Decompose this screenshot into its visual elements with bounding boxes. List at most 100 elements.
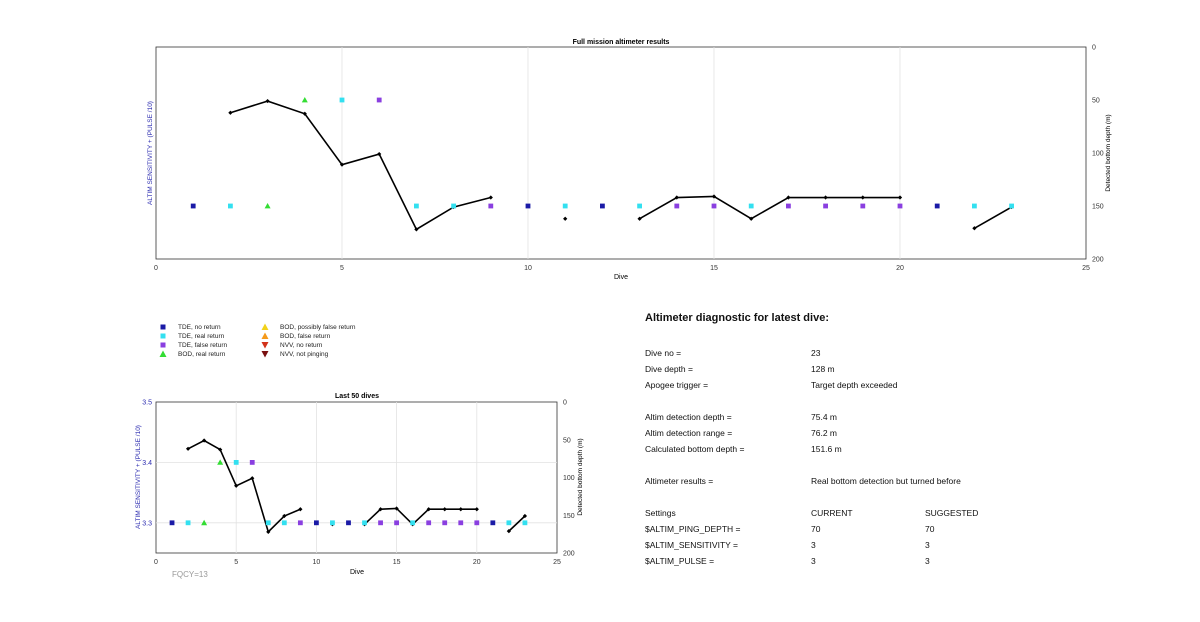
legend-label: TDE, no return [178, 323, 221, 331]
marker-tde-false-return [897, 203, 903, 209]
legend: TDE, no return TDE, real return TDE, false… [158, 322, 418, 362]
right-y-tick-label: 50 [1092, 98, 1100, 105]
x-axis-label: Dive [350, 569, 364, 576]
marker-tde-no-return [169, 520, 175, 526]
depth-point [897, 195, 903, 200]
depth-point [234, 483, 239, 488]
marker-tde-real-return [281, 520, 287, 526]
marker-tde-real-return [1009, 203, 1014, 209]
marker-bod-real-return [301, 97, 308, 103]
legend-item: NVV, no return [260, 340, 322, 350]
depth-point [860, 195, 865, 200]
marker-tde-false-return [249, 460, 255, 465]
depth-line [974, 206, 1012, 229]
depth-point [506, 528, 512, 534]
diag-value: 76.2 m [811, 428, 837, 438]
right-y-tick-label: 0 [1092, 45, 1096, 52]
setting-current: 3 [811, 540, 816, 550]
legend-label: NVV, not pinging [280, 350, 329, 358]
marker-tde-real-return [522, 520, 528, 526]
marker-tde-real-return [265, 520, 271, 526]
depth-point [637, 216, 642, 221]
marker-bod-real-return [201, 519, 208, 526]
depth-point [474, 507, 479, 512]
marker-tde-real-return [410, 520, 416, 526]
left-y-tick-labels: 3.3 3.4 3.5 [142, 400, 152, 528]
marker-tde-real-return [748, 203, 754, 209]
setting-suggested: 3 [925, 540, 930, 550]
full-mission-chart: 0 5 10 15 20 25 0 50 100 150 200 Full mission alt… [147, 39, 1112, 281]
legend-symbol-icon [158, 322, 168, 332]
marker-tde-no-return [934, 203, 940, 209]
x-tick-label: 5 [234, 559, 238, 566]
left-y-tick-label: 3.4 [142, 460, 152, 467]
marker-tde-real-return [362, 520, 367, 526]
depth-point [674, 195, 679, 200]
depth-point [414, 227, 419, 232]
marker-tde-real-return [562, 203, 568, 209]
x-tick-label: 15 [393, 559, 401, 566]
depth-point [394, 506, 399, 511]
x-tick-labels: 0 5 10 15 20 25 [154, 265, 1090, 272]
marker-tde-real-return [233, 460, 239, 465]
depth-point [972, 226, 977, 231]
altimeter-markers [169, 459, 528, 526]
legend-item: TDE, no return [158, 322, 221, 332]
last-50-dives-chart: 0 5 10 15 20 25 3.3 3.4 3.5 0 50 100 150 200 Last 5… [135, 393, 584, 579]
right-y-tick-label: 150 [563, 513, 575, 520]
right-y-tick-label: 150 [1092, 204, 1104, 211]
depth-point [228, 110, 233, 115]
depth-line [230, 100, 491, 231]
plot-frame [155, 46, 1087, 260]
depth-point [786, 195, 791, 200]
marker-tde-false-return [442, 520, 448, 526]
depth-line [508, 515, 526, 532]
x-tick-label: 0 [154, 559, 158, 566]
legend-label: TDE, real return [178, 332, 225, 340]
legend-symbol-icon [260, 340, 270, 350]
depth-point [185, 446, 191, 451]
setting-current: 70 [811, 524, 821, 534]
depth-point [458, 507, 463, 512]
diag-label: Altimeter results = [645, 476, 714, 486]
chart-title: Last 50 dives [335, 393, 379, 400]
settings-label: Settings [645, 508, 676, 518]
legend-label: BOD, false return [280, 332, 331, 340]
x-tick-label: 20 [896, 265, 904, 272]
diag-label: Dive depth = [645, 364, 693, 374]
diagnostic-title: Altimeter diagnostic for latest dive: [645, 312, 829, 324]
marker-tde-no-return [346, 520, 351, 526]
marker-tde-false-return [674, 203, 680, 209]
diag-value: Real bottom detection but turned before [811, 476, 961, 486]
marker-tde-false-return [376, 97, 382, 103]
diag-label: Apogee trigger = [645, 380, 709, 390]
legend-label: TDE, false return [178, 341, 228, 349]
marker-bod-real-return [264, 203, 271, 209]
marker-tde-no-return [600, 203, 605, 209]
marker-tde-real-return [451, 203, 456, 209]
right-y-tick-label: 50 [563, 437, 571, 444]
marker-tde-false-return [394, 520, 399, 526]
frequency-annotation: FQCY=13 [172, 570, 208, 579]
legend-item: TDE, false return [158, 340, 227, 350]
left-y-axis-label: ALTIM SENSITIVITY + (PULSE /10) [135, 425, 142, 529]
setting-suggested: 3 [925, 556, 930, 566]
depth-point [823, 195, 828, 200]
x-tick-label: 10 [313, 559, 321, 566]
legend-symbol-icon [158, 340, 168, 350]
left-y-tick-label: 3.5 [142, 400, 152, 407]
marker-tde-no-return [525, 203, 531, 209]
left-y-axis-label: ALTIM SENSITIVITY + (PULSE /10) [147, 101, 154, 205]
right-y-axis-label: Detected bottom depth (m) [577, 438, 584, 515]
x-axis-label: Dive [614, 274, 628, 281]
setting-current: 3 [811, 556, 816, 566]
right-y-tick-label: 200 [1092, 257, 1104, 264]
marker-tde-false-return [458, 520, 464, 526]
diag-value: Target depth exceeded [811, 380, 898, 390]
depth-line [363, 507, 477, 526]
right-y-tick-label: 100 [1092, 151, 1104, 158]
legend-label: BOD, real return [178, 350, 226, 358]
left-y-tick-label: 3.3 [142, 520, 152, 527]
legend-symbol-icon [158, 331, 168, 341]
